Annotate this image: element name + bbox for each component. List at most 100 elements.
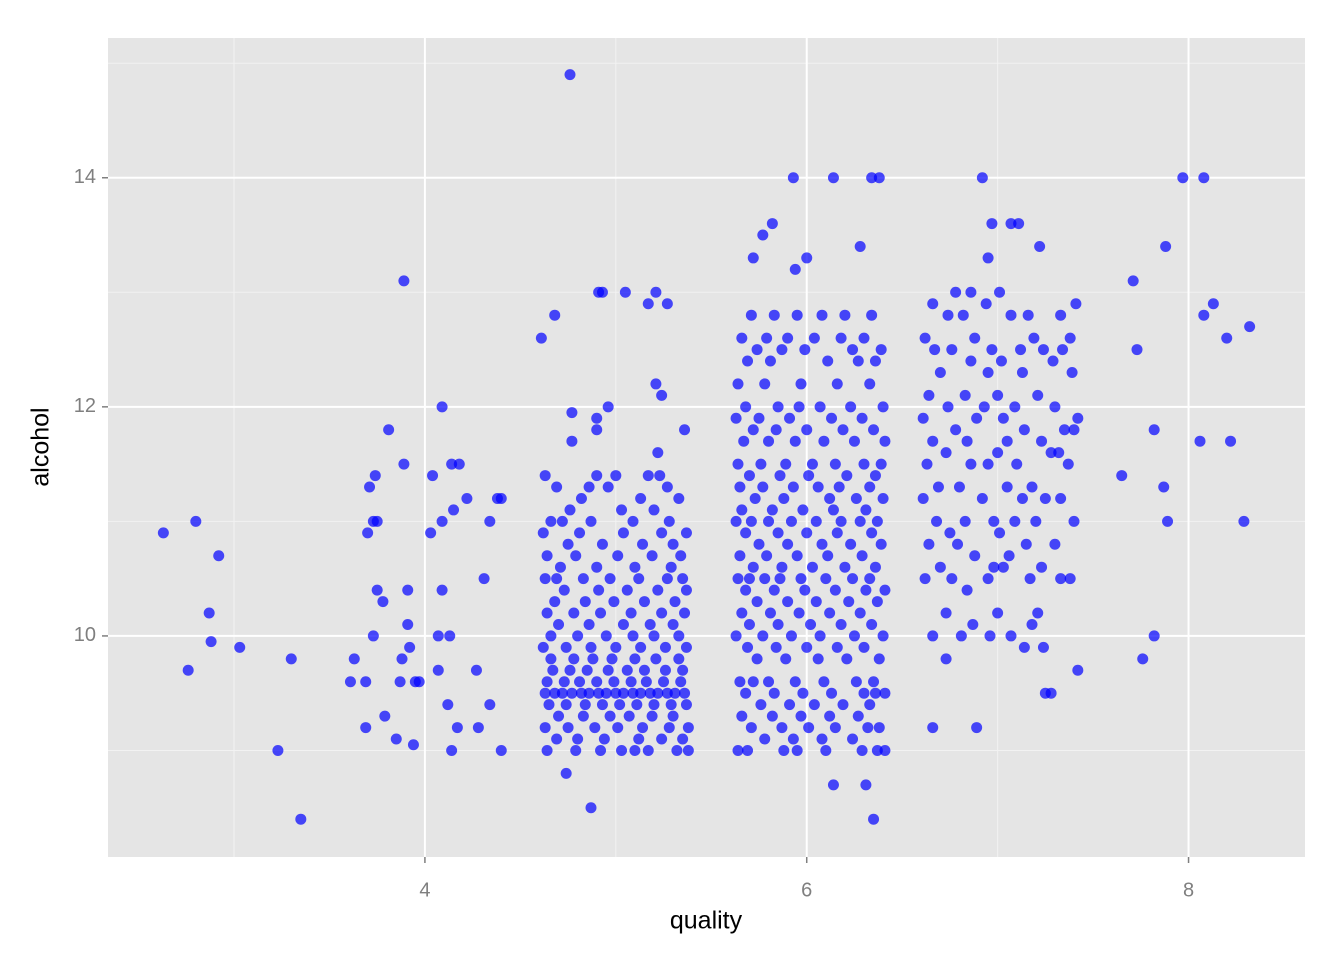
point (919, 573, 931, 585)
point (992, 607, 1004, 619)
point (969, 550, 981, 562)
point (848, 630, 860, 642)
point (203, 607, 215, 619)
point (587, 653, 599, 665)
point (787, 733, 799, 745)
point (826, 412, 838, 424)
point (776, 344, 788, 356)
point (950, 286, 962, 298)
point (1003, 550, 1015, 562)
point (994, 286, 1006, 298)
point (553, 618, 565, 630)
point (988, 561, 1000, 573)
point (579, 596, 591, 608)
point (661, 481, 673, 493)
point (868, 676, 880, 688)
point (682, 744, 694, 756)
point (932, 481, 944, 493)
point (812, 653, 824, 665)
point (402, 584, 414, 596)
point (644, 687, 656, 699)
point (776, 722, 788, 734)
point (787, 172, 799, 184)
point (801, 252, 813, 264)
point (797, 687, 809, 699)
point (537, 527, 549, 539)
point (742, 355, 754, 367)
point (810, 596, 822, 608)
point (873, 653, 885, 665)
point (994, 527, 1006, 539)
point (652, 584, 664, 596)
point (543, 699, 555, 711)
point (782, 538, 794, 550)
point (436, 584, 448, 596)
point (734, 676, 746, 688)
point (541, 676, 553, 688)
point (942, 309, 954, 321)
point (952, 538, 964, 550)
point (879, 435, 891, 447)
point (575, 687, 587, 699)
point (986, 218, 998, 230)
point (808, 332, 820, 344)
point (633, 733, 645, 745)
point (640, 676, 652, 688)
point (549, 687, 561, 699)
point (879, 687, 891, 699)
point (860, 584, 872, 596)
point (1028, 332, 1040, 344)
point (549, 309, 561, 321)
point (757, 229, 769, 241)
point (871, 744, 883, 756)
point (661, 687, 673, 699)
point (564, 664, 576, 676)
point (837, 424, 849, 436)
point (875, 458, 887, 470)
point (755, 699, 767, 711)
point (795, 573, 807, 585)
point (822, 355, 834, 367)
point (407, 739, 419, 751)
point (946, 344, 958, 356)
point (656, 607, 668, 619)
point (682, 722, 694, 734)
point (577, 573, 589, 585)
point (942, 401, 954, 413)
point (772, 618, 784, 630)
point (545, 515, 557, 527)
point (596, 538, 608, 550)
point (1055, 492, 1067, 504)
plot-panel (108, 38, 1305, 857)
point (789, 263, 801, 275)
point (749, 492, 761, 504)
point (820, 573, 832, 585)
point (671, 744, 683, 756)
point (772, 401, 784, 413)
point (787, 481, 799, 493)
point (659, 641, 671, 653)
point (591, 412, 603, 424)
point (1068, 424, 1080, 436)
point (1009, 401, 1021, 413)
point (213, 550, 225, 562)
point (826, 687, 838, 699)
point (732, 573, 744, 585)
point (864, 699, 876, 711)
point (667, 538, 679, 550)
point (608, 596, 620, 608)
point (961, 435, 973, 447)
point (616, 744, 628, 756)
point (967, 618, 979, 630)
point (927, 298, 939, 310)
point (551, 481, 563, 493)
point (364, 481, 376, 493)
point (734, 481, 746, 493)
axes: 4 6 8 10 12 14 (74, 166, 1194, 901)
point (1039, 492, 1051, 504)
point (742, 641, 754, 653)
point (427, 470, 439, 482)
point (371, 584, 383, 596)
point (776, 561, 788, 573)
point (780, 458, 792, 470)
